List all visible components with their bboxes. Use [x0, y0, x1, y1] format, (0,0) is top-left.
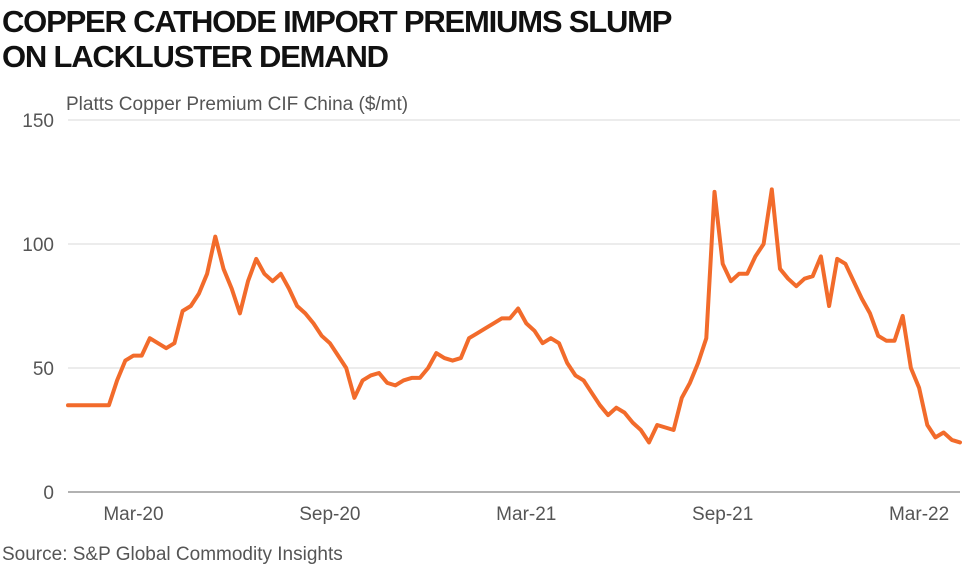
y-tick-label: 0: [43, 483, 54, 504]
x-tick-label: Sep-20: [299, 504, 360, 525]
y-tick-label: 100: [22, 235, 54, 256]
x-tick-label: Mar-22: [889, 504, 949, 525]
chart-title: COPPER CATHODE IMPORT PREMIUMS SLUMP: [2, 4, 672, 39]
y-tick-label: 150: [22, 111, 54, 132]
x-tick-label: Mar-20: [103, 504, 163, 525]
x-tick-label: Sep-21: [692, 504, 753, 525]
source: Source: S&P Global Commodity Insights: [2, 544, 343, 565]
y-axis-label: Platts Copper Premium CIF China ($/mt): [66, 94, 408, 115]
line: [66, 187, 962, 445]
x-tick-label: Mar-21: [496, 504, 556, 525]
chart-title: ON LACKLUSTER DEMAND: [2, 39, 389, 74]
y-tick-label: 50: [33, 359, 54, 380]
